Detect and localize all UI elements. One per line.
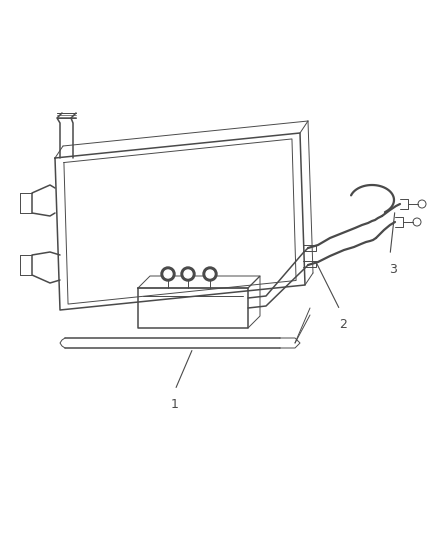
Text: 1: 1 <box>171 398 179 411</box>
Circle shape <box>164 270 172 278</box>
Circle shape <box>161 267 175 281</box>
Text: 2: 2 <box>339 318 347 331</box>
Circle shape <box>184 270 192 278</box>
Circle shape <box>206 270 214 278</box>
Circle shape <box>181 267 195 281</box>
Text: 3: 3 <box>389 263 397 276</box>
Circle shape <box>203 267 217 281</box>
